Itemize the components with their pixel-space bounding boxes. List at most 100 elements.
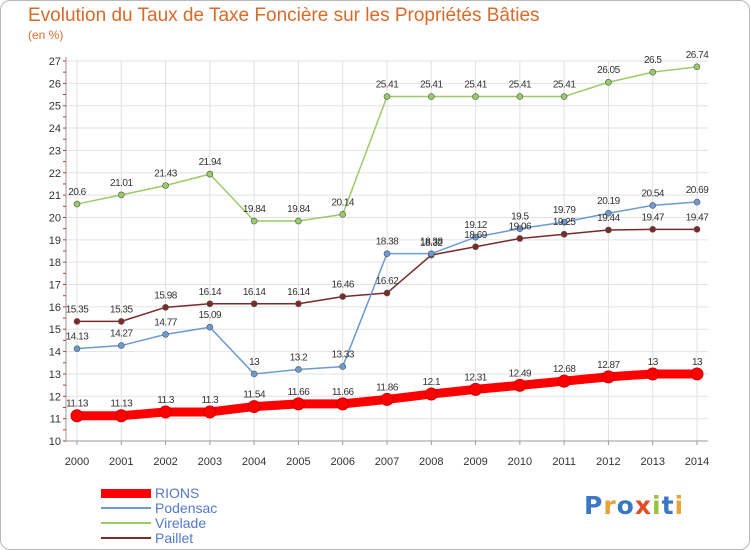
data-point-paillet bbox=[693, 226, 701, 233]
data-label-paillet: 16.14 bbox=[199, 287, 222, 298]
data-label-rions: 12.1 bbox=[423, 377, 441, 388]
data-label-virelade: 25.41 bbox=[420, 80, 443, 91]
data-label-paillet: 19.47 bbox=[641, 212, 664, 223]
data-point-rions bbox=[247, 400, 261, 414]
data-point-podensac bbox=[605, 209, 612, 217]
data-point-rions bbox=[601, 370, 615, 384]
data-point-podensac bbox=[73, 345, 81, 352]
data-label-podensac: 18.38 bbox=[376, 237, 399, 248]
data-point-paillet bbox=[117, 318, 125, 325]
data-point-virelade bbox=[383, 93, 391, 100]
data-label-paillet: 16.62 bbox=[376, 276, 399, 287]
proxiti-logo: Proxiti bbox=[584, 491, 684, 520]
data-label-podensac: 20.69 bbox=[686, 185, 709, 196]
data-label-rions: 11.66 bbox=[288, 387, 311, 398]
data-label-rions: 11.3 bbox=[157, 395, 175, 406]
data-label-rions: 12.68 bbox=[553, 364, 576, 375]
data-point-podensac bbox=[693, 198, 701, 206]
data-label-paillet: 16.14 bbox=[287, 287, 310, 298]
data-label-podensac: 13 bbox=[249, 357, 260, 368]
x-tick-label: 2005 bbox=[286, 456, 310, 468]
data-point-virelade bbox=[250, 217, 258, 225]
data-label-podensac: 14.77 bbox=[154, 317, 177, 328]
data-label-podensac: 19.79 bbox=[553, 205, 576, 216]
data-point-virelade bbox=[605, 78, 612, 86]
logo-letter: i bbox=[652, 491, 662, 520]
data-label-virelade: 19.84 bbox=[243, 204, 266, 215]
data-label-virelade: 21.94 bbox=[199, 157, 222, 168]
data-point-podensac bbox=[339, 363, 347, 370]
legend-swatch-paillet bbox=[101, 537, 151, 539]
data-point-podensac bbox=[295, 366, 302, 373]
data-point-paillet bbox=[472, 243, 479, 251]
data-label-paillet: 18.32 bbox=[420, 238, 443, 249]
data-label-paillet: 19.47 bbox=[686, 212, 709, 223]
legend-swatch-virelade bbox=[101, 522, 151, 524]
data-point-paillet bbox=[162, 304, 169, 311]
data-point-paillet bbox=[605, 226, 612, 234]
x-tick-label: 2002 bbox=[153, 456, 177, 468]
data-point-podensac bbox=[516, 225, 524, 232]
data-point-podensac bbox=[117, 342, 125, 349]
legend-label-virelade: Virelade bbox=[155, 515, 207, 531]
logo-letter: P bbox=[584, 491, 604, 520]
x-tick-label: 2001 bbox=[109, 456, 133, 468]
data-label-paillet: 16.14 bbox=[243, 287, 266, 298]
y-tick-label: 22 bbox=[49, 168, 61, 180]
x-tick-label: 2010 bbox=[508, 456, 532, 468]
y-tick-label: 23 bbox=[49, 145, 61, 157]
data-label-virelade: 26.5 bbox=[644, 55, 662, 66]
x-tick-label: 2014 bbox=[685, 456, 709, 468]
data-point-rions bbox=[159, 405, 173, 419]
y-tick-label: 18 bbox=[49, 257, 61, 269]
data-point-virelade bbox=[472, 93, 479, 100]
data-point-rions bbox=[513, 378, 527, 392]
data-label-podensac: 14.27 bbox=[110, 329, 133, 340]
data-label-virelade: 20.6 bbox=[68, 187, 86, 198]
data-label-podensac: 19.12 bbox=[464, 220, 487, 231]
data-label-rions: 13 bbox=[692, 357, 703, 368]
data-point-rions bbox=[690, 367, 704, 381]
y-tick-label: 12 bbox=[49, 391, 61, 403]
data-label-rions: 11.13 bbox=[66, 399, 89, 410]
data-point-rions bbox=[646, 367, 660, 381]
data-point-virelade bbox=[206, 170, 214, 178]
data-label-virelade: 25.41 bbox=[553, 80, 576, 91]
data-label-virelade: 25.41 bbox=[464, 80, 487, 91]
x-tick-label: 2008 bbox=[419, 456, 443, 468]
legend-swatch-podensac bbox=[101, 507, 151, 509]
y-tick-label: 17 bbox=[49, 280, 61, 292]
y-tick-label: 14 bbox=[49, 347, 61, 359]
y-tick-label: 19 bbox=[49, 235, 61, 247]
data-label-rions: 11.13 bbox=[110, 399, 133, 410]
y-tick-label: 25 bbox=[49, 101, 61, 113]
data-label-virelade: 26.05 bbox=[597, 65, 620, 76]
data-label-paillet: 19.06 bbox=[509, 221, 532, 232]
x-tick-label: 2006 bbox=[330, 456, 354, 468]
data-point-paillet bbox=[295, 300, 302, 308]
data-point-rions bbox=[291, 397, 305, 411]
data-label-rions: 13 bbox=[648, 357, 659, 368]
data-point-podensac bbox=[162, 331, 169, 338]
data-label-virelade: 19.84 bbox=[287, 204, 310, 215]
logo-letter: r bbox=[603, 491, 617, 520]
logo-letter: x bbox=[634, 491, 652, 520]
unit-label: (en %) bbox=[28, 28, 64, 42]
data-point-rions bbox=[336, 397, 350, 411]
y-tick-label: 20 bbox=[49, 212, 61, 224]
x-tick-label: 2003 bbox=[198, 456, 222, 468]
data-label-virelade: 21.43 bbox=[154, 169, 177, 180]
data-point-rions bbox=[203, 405, 217, 419]
data-label-rions: 11.86 bbox=[376, 382, 399, 393]
data-point-rions bbox=[557, 374, 571, 388]
data-point-podensac bbox=[560, 218, 568, 226]
y-tick-label: 16 bbox=[49, 302, 61, 314]
data-label-paillet: 16.46 bbox=[331, 280, 354, 291]
data-label-podensac: 14.13 bbox=[66, 332, 89, 343]
data-point-virelade bbox=[516, 93, 524, 100]
data-label-virelade: 25.41 bbox=[509, 80, 532, 91]
data-label-paillet: 15.98 bbox=[154, 290, 177, 301]
chart-title: Evolution du Taux de Taxe Foncière sur l… bbox=[28, 5, 540, 26]
data-point-virelade bbox=[295, 217, 302, 225]
